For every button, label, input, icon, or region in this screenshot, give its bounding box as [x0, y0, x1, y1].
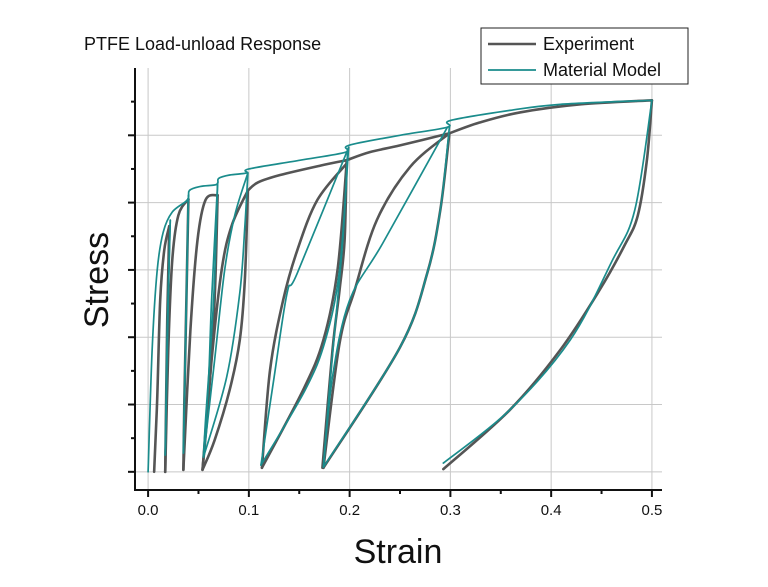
series-segment — [202, 172, 249, 458]
x-tick-label: 0.1 — [238, 502, 259, 519]
x-tick-label: 0.4 — [541, 502, 562, 519]
series-segment — [260, 146, 350, 466]
x-tick-label: 0.0 — [138, 502, 159, 519]
series-segment — [202, 172, 249, 458]
series-material-model — [147, 99, 653, 473]
series-segment — [164, 219, 172, 456]
series-segment — [322, 126, 451, 468]
chart-title: PTFE Load-unload Response — [84, 34, 321, 54]
series-segment — [182, 193, 219, 472]
x-tick-label: 0.5 — [641, 502, 662, 519]
legend-label-experiment: Experiment — [543, 34, 634, 54]
series-segment — [260, 162, 348, 470]
series-segment — [322, 131, 451, 470]
series-segment — [260, 162, 348, 470]
series-segment — [147, 99, 653, 473]
grid — [135, 68, 662, 490]
series-segment — [322, 131, 451, 470]
x-tick-labels: 0.0 0.1 0.2 0.3 0.4 0.5 — [138, 502, 663, 519]
series-segment — [442, 99, 653, 464]
x-tick-label: 0.3 — [440, 502, 461, 519]
series-segment — [152, 224, 171, 474]
plot-lines — [147, 99, 654, 474]
series-segment — [201, 189, 250, 472]
x-axis-label: Strain — [354, 533, 443, 571]
series-segment — [322, 126, 449, 468]
series-segment — [345, 131, 451, 162]
series-segment — [246, 158, 348, 192]
legend-box — [480, 27, 689, 85]
series-segment — [182, 194, 190, 454]
series-experiment — [152, 99, 654, 474]
x-tick-label: 0.2 — [339, 502, 360, 519]
legend-label-material-model: Material Model — [543, 60, 661, 80]
series-segment — [202, 182, 219, 458]
axes — [128, 68, 662, 497]
y-axis-label: Stress — [78, 232, 116, 328]
series-segment — [260, 146, 350, 466]
legend: Experiment Material Model — [480, 27, 689, 85]
series-segment — [442, 99, 654, 471]
